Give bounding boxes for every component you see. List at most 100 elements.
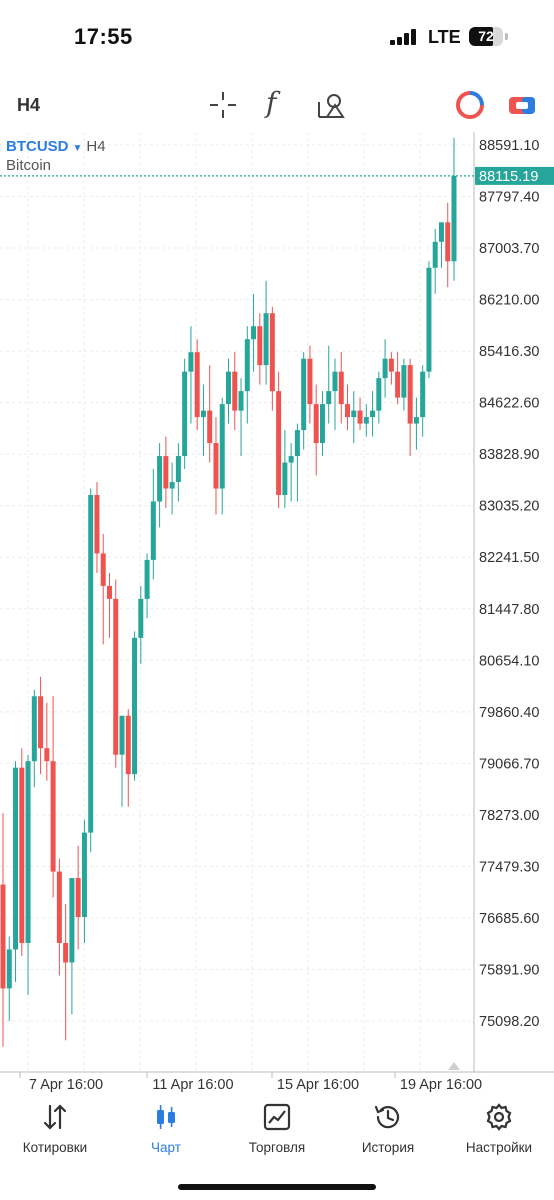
objects-icon[interactable] (316, 90, 346, 120)
candle-up (219, 404, 225, 489)
candle-down (106, 585, 112, 599)
candle-up (319, 404, 325, 444)
candle-down (395, 371, 401, 398)
candlestick-chart[interactable]: 88591.10 87797.40 87003.70 86210.00 85416.30… (0, 132, 554, 1093)
home-indicator (178, 1184, 376, 1190)
price-axis-label: 81447.80 (479, 602, 539, 618)
signal-icon (390, 29, 416, 45)
nav-settings[interactable]: Настройки (444, 1102, 554, 1155)
price-axis-label: 82241.50 (479, 550, 539, 566)
candle-up (451, 175, 457, 262)
candle-up (282, 462, 288, 496)
candle-up (332, 371, 338, 392)
nav-label: Торговля (248, 1140, 306, 1155)
candle-down (100, 553, 106, 586)
candle-up (132, 637, 138, 775)
candle-down (94, 495, 100, 554)
nav-history[interactable]: История (333, 1102, 443, 1155)
time-axis-label: 19 Apr 16:00 (400, 1077, 482, 1092)
chart-symbol-label[interactable]: BTCUSD ▼ H4 (6, 138, 106, 155)
candle-down (388, 358, 394, 372)
nav-quotes[interactable]: Котировки (0, 1102, 110, 1155)
price-axis-label: 76685.60 (479, 911, 539, 927)
candle-down (345, 404, 351, 418)
trade-icon[interactable] (507, 90, 537, 120)
price-axis-label: 83828.90 (479, 447, 539, 463)
battery-cap (505, 33, 508, 40)
candle-up (376, 378, 382, 411)
candle-down (125, 715, 131, 775)
candle-down (276, 391, 282, 496)
price-axis-label: 78273.00 (479, 808, 539, 824)
candle-up (119, 715, 125, 755)
candle-up (401, 365, 407, 398)
candle-up (138, 598, 144, 638)
nav-label: История (361, 1140, 415, 1155)
candle-up (175, 456, 181, 483)
symbol-description: Bitcoin (6, 157, 52, 174)
timeframe-button[interactable]: H4 (17, 95, 41, 115)
time-axis-label: 15 Apr 16:00 (277, 1077, 359, 1092)
candle-down (357, 410, 363, 424)
candle-down (269, 313, 275, 392)
candle-up (351, 410, 357, 418)
candle-down (257, 326, 263, 366)
candle-up (238, 391, 244, 411)
status-bar: 17:55 LTE 72 (0, 0, 554, 70)
candle-up (200, 410, 206, 418)
candle-down (75, 878, 81, 918)
candle-up (69, 878, 75, 963)
candle-up (88, 495, 94, 833)
price-axis-label: 77479.30 (479, 859, 539, 875)
candle-down (407, 365, 413, 424)
function-icon[interactable]: f (266, 86, 277, 119)
candle-up (363, 417, 369, 424)
price-axis-label: 84622.60 (479, 396, 539, 412)
candle-up (420, 371, 426, 418)
candle-up (150, 501, 156, 560)
battery-icon: 72 (469, 27, 503, 46)
network-type: LTE (428, 27, 461, 47)
symbol-timeframe: H4 (86, 138, 106, 155)
price-chart[interactable]: 88591.10 87797.40 87003.70 86210.00 85416.30… (0, 132, 554, 1093)
history-icon (374, 1105, 400, 1129)
bottom-navigation: Котировки Чарт Торговля История (0, 1096, 554, 1176)
candle-up (244, 339, 250, 392)
candle-down (38, 696, 44, 749)
nav-trade[interactable]: Торговля (222, 1102, 332, 1155)
candle-up (294, 430, 300, 457)
candle-up (6, 949, 12, 989)
quotes-icon (43, 1104, 67, 1130)
price-axis-label: 75098.20 (479, 1014, 539, 1030)
time-axis-label: 11 Apr 16:00 (152, 1077, 233, 1092)
candle-up (438, 222, 444, 242)
candle-down (445, 222, 451, 262)
candle-up (157, 456, 163, 502)
candle-down (63, 942, 69, 963)
candle-up (81, 832, 87, 918)
candle-up (288, 456, 294, 463)
crosshair-icon[interactable] (208, 90, 238, 120)
candle-down (213, 443, 219, 489)
symbol-dropdown-icon[interactable]: ▼ (72, 143, 83, 154)
price-axis-label: 80654.10 (479, 653, 539, 669)
candle-down (232, 371, 238, 411)
price-axis-label: 75891.90 (479, 962, 539, 978)
price-axis-label: 87003.70 (479, 241, 539, 257)
price-axis-label: 86210.00 (479, 293, 539, 309)
price-axis-label: 79860.40 (479, 705, 539, 721)
symbol-name[interactable]: BTCUSD (6, 138, 69, 155)
candle-down (19, 767, 25, 943)
chart-toolbar: H4 f (0, 78, 554, 132)
candle-down (207, 410, 213, 444)
nav-chart[interactable]: Чарт (111, 1102, 221, 1155)
candle-up (144, 559, 150, 599)
candle-down (0, 884, 6, 989)
candle-down (56, 871, 62, 943)
candle-up (182, 371, 188, 457)
price-axis-label: 87797.40 (479, 190, 539, 206)
price-axis-label: 88591.10 (479, 138, 539, 154)
price-axis-label: 79066.70 (479, 756, 539, 772)
indicators-icon[interactable] (455, 90, 485, 120)
candle-down (163, 456, 169, 489)
